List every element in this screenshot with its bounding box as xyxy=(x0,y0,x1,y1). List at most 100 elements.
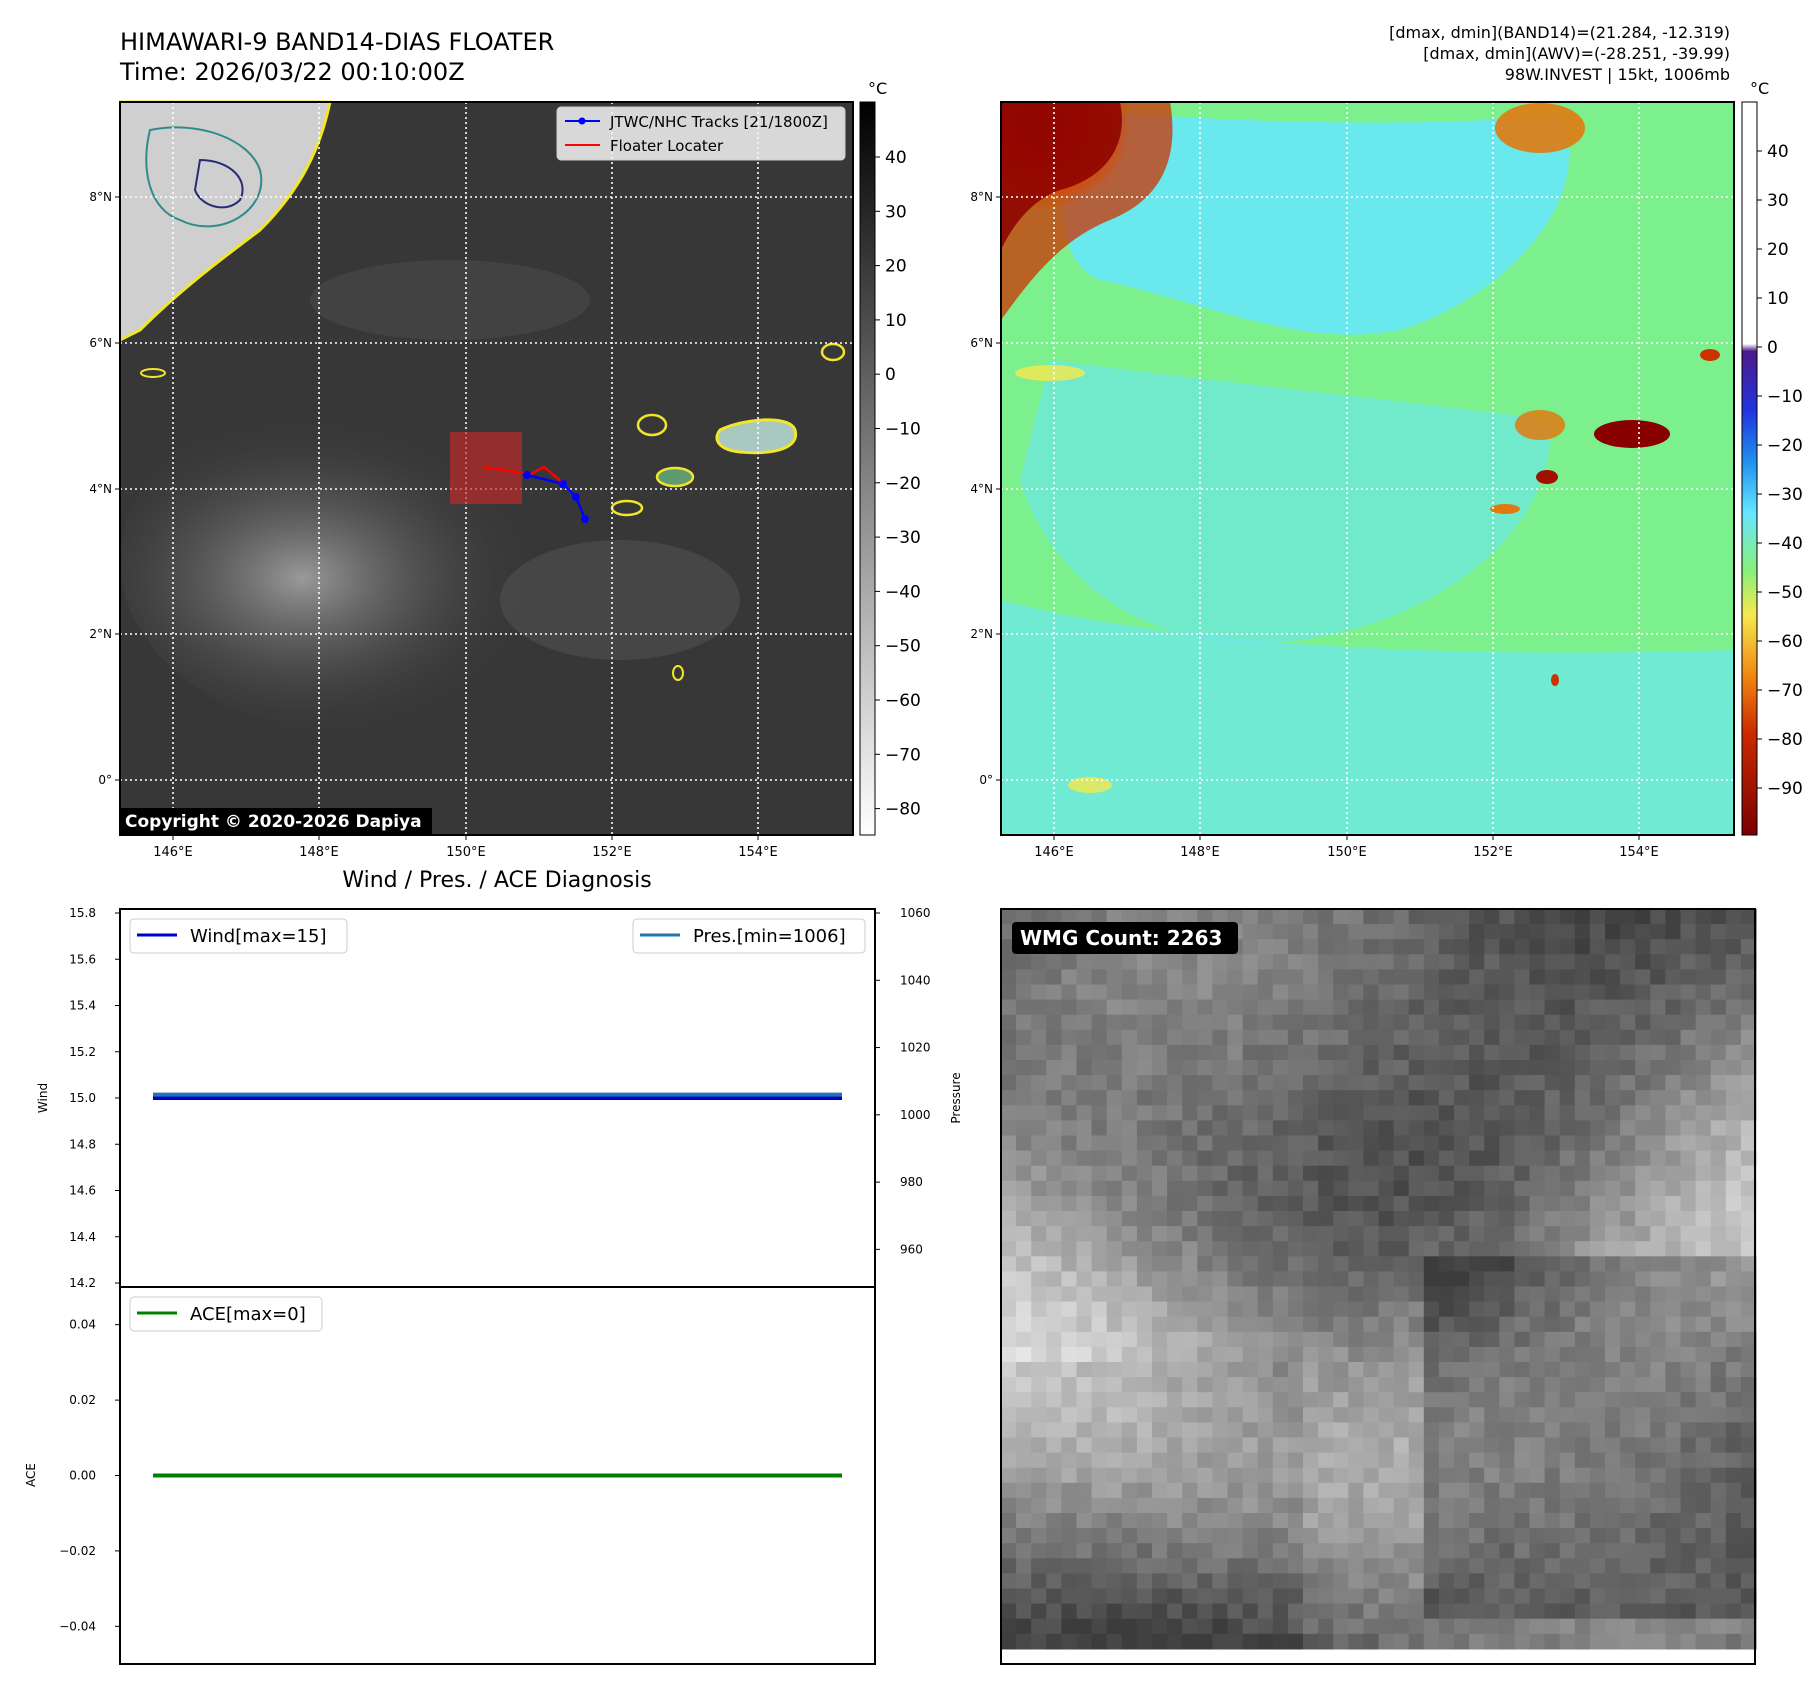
wmg-cell xyxy=(1499,939,1515,955)
wmg-cell xyxy=(1529,909,1546,925)
wmg-cell xyxy=(1152,1392,1168,1408)
wmg-cell xyxy=(1348,1528,1364,1544)
wmg-cell xyxy=(1710,924,1727,940)
wmg-cell xyxy=(1620,984,1636,1001)
wmg-cell xyxy=(1680,954,1697,970)
wmg-cell xyxy=(1544,1316,1561,1333)
wmg-cell xyxy=(1469,1407,1485,1423)
wmg-cell xyxy=(1620,1497,1636,1514)
wmg-cell xyxy=(1559,1241,1576,1257)
wmg-cell xyxy=(1740,1558,1757,1574)
wmg-cell xyxy=(1378,1044,1395,1061)
wmg-cell xyxy=(1061,984,1078,1001)
wmg-cell xyxy=(1454,1090,1470,1106)
wmg-cell xyxy=(1061,1271,1078,1288)
wmg-cell xyxy=(1438,1603,1455,1620)
wmg-cell xyxy=(1514,954,1531,970)
wmg-cell xyxy=(1257,1135,1274,1152)
wmg-cell xyxy=(1574,1211,1591,1227)
wmg-cell xyxy=(1031,1286,1047,1303)
wmg-cell xyxy=(1076,1467,1093,1484)
colorbar-tick-label: 0 xyxy=(885,365,896,385)
wmg-cell xyxy=(1348,1362,1364,1378)
wmg-cell xyxy=(1046,1573,1062,1590)
wmg-cell xyxy=(1318,1195,1334,1212)
wmg-cell xyxy=(1031,1558,1047,1574)
diagnosis-panel: Wind / Pres. / ACE Diagnosis 15.815.615.… xyxy=(24,868,963,1665)
wmg-cell xyxy=(1650,1286,1666,1303)
wmg-cell xyxy=(1438,1452,1455,1469)
wmg-cell xyxy=(1152,1165,1168,1182)
wmg-cell xyxy=(1106,1588,1123,1605)
wmg-cell xyxy=(1544,1029,1561,1046)
wmg-cell xyxy=(1016,999,1032,1016)
wmg-cell xyxy=(1182,1377,1198,1393)
wmg-cell xyxy=(1635,939,1651,955)
wmg-cell xyxy=(1605,999,1621,1016)
wmg-cell xyxy=(1454,1256,1470,1272)
wmg-cell xyxy=(1620,1075,1636,1091)
wmg-cell xyxy=(1393,1060,1410,1076)
wmg-cell xyxy=(1454,1362,1470,1378)
wmg-cell xyxy=(1529,1588,1546,1605)
colorbar-tick-label: −60 xyxy=(1767,632,1803,652)
wmg-cell xyxy=(1620,1060,1636,1076)
wind-tick-label: 14.4 xyxy=(69,1230,96,1244)
wmg-cell xyxy=(1544,1482,1561,1499)
wmg-cell xyxy=(1665,909,1682,925)
wmg-cell xyxy=(1287,1603,1304,1620)
wmg-cell xyxy=(1454,1286,1470,1303)
wmg-cell xyxy=(1091,984,1108,1001)
wmg-cell xyxy=(1076,1241,1093,1257)
wmg-cell xyxy=(1605,1618,1621,1635)
wmg-cell xyxy=(1136,1633,1153,1650)
wmg-cell xyxy=(1061,1558,1078,1574)
wmg-cell xyxy=(1605,969,1621,986)
ace-axis-ticks: 0.040.020.00−0.02−0.04 xyxy=(59,1318,120,1633)
wmg-cell xyxy=(1438,1090,1455,1106)
wmg-cell xyxy=(1695,924,1712,940)
wmg-cell xyxy=(1333,1256,1349,1272)
wmg-cell xyxy=(1710,1256,1727,1272)
colorbar-tick-label: −80 xyxy=(1767,730,1803,750)
wmg-cell xyxy=(1680,1497,1697,1514)
wmg-cell xyxy=(1438,939,1455,955)
wmg-cell xyxy=(1650,1407,1666,1423)
wmg-cell xyxy=(1650,1226,1666,1242)
wmg-cell xyxy=(1740,1226,1757,1242)
wmg-cell xyxy=(1152,1407,1168,1423)
wmg-cell xyxy=(1121,1588,1138,1605)
wmg-cell xyxy=(1333,1090,1349,1106)
wmg-cell xyxy=(1740,1044,1757,1061)
wmg-cell xyxy=(1408,1090,1425,1106)
wmg-cell xyxy=(1121,1075,1138,1091)
wmg-cell xyxy=(1423,1618,1440,1635)
wmg-cell xyxy=(1091,1211,1108,1227)
wmg-cell xyxy=(1423,1241,1440,1257)
wmg-cell xyxy=(1197,969,1213,986)
wmg-cell xyxy=(1016,1241,1032,1257)
wmg-cell xyxy=(1454,1060,1470,1076)
wmg-cell xyxy=(1438,1256,1455,1272)
wmg-cell xyxy=(1650,1120,1666,1137)
wmg-cell xyxy=(1559,1271,1576,1288)
wmg-cell xyxy=(1197,1195,1213,1212)
wmg-cell xyxy=(1635,1362,1651,1378)
wmg-cell xyxy=(1197,909,1213,925)
wmg-cell xyxy=(1167,1346,1183,1363)
wmg-cell xyxy=(1620,1377,1636,1393)
wmg-cell xyxy=(1318,1407,1334,1423)
wmg-cell xyxy=(1167,969,1183,986)
wmg-cell xyxy=(1197,954,1213,970)
wmg-cell xyxy=(1665,984,1682,1001)
wmg-cell xyxy=(1740,1482,1757,1499)
wmg-cell xyxy=(1423,924,1440,940)
wmg-cell xyxy=(1272,1452,1289,1469)
wmg-cell xyxy=(1212,1452,1229,1469)
wmg-cell xyxy=(1454,954,1470,970)
wmg-cell xyxy=(1725,954,1742,970)
wmg-cell xyxy=(1529,1090,1546,1106)
wmg-cell xyxy=(1016,1120,1032,1137)
wmg-cell xyxy=(1605,954,1621,970)
wmg-cell xyxy=(1318,1422,1334,1439)
